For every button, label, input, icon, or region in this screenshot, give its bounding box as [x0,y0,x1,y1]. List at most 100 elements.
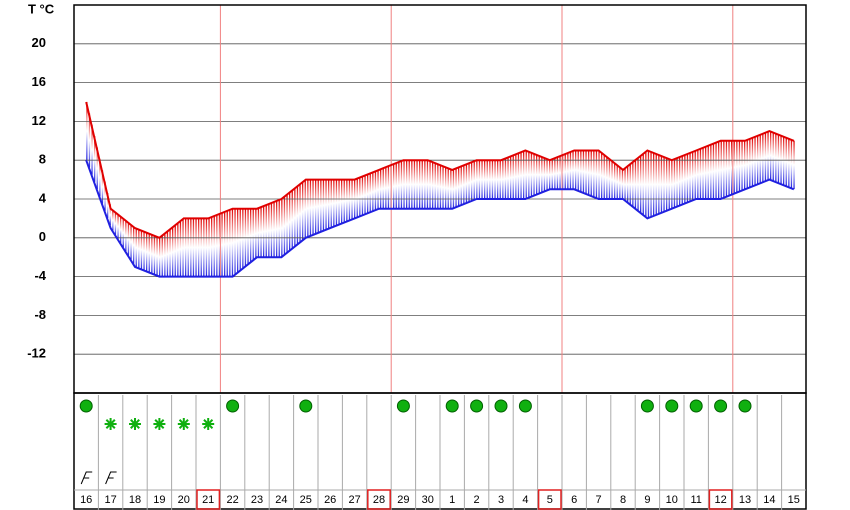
range-hatch [679,157,681,206]
range-hatch [237,208,239,274]
range-hatch [226,211,228,277]
sun-icon [79,399,93,413]
range-hatch [520,152,522,199]
range-hatch [218,214,221,277]
y-tick-label: -12 [27,346,46,361]
range-hatch [653,152,655,217]
x-tick-label: 19 [153,494,165,506]
range-hatch [517,153,520,199]
x-tick-label: 12 [714,494,726,506]
range-hatch [504,158,507,199]
range-hatch [567,153,569,190]
range-hatch [731,140,733,195]
range-hatch [582,150,585,193]
range-hatch [406,160,408,209]
range-hatch [621,168,624,199]
snow-stroke [154,419,165,429]
snow-stroke [203,419,214,429]
range-hatch [637,158,639,211]
range-hatch [585,150,587,194]
range-hatch [364,175,366,215]
y-tick-label: 12 [32,113,46,128]
range-hatch [650,151,652,218]
range-hatch [393,164,395,209]
range-hatch [289,192,291,252]
series-line [85,101,795,239]
snow-icon [104,418,117,430]
range-hatch [523,151,525,199]
range-hatch [528,151,530,198]
range-hatch [439,164,442,209]
range-hatch [104,181,106,211]
range-hatch [632,162,634,207]
range-hatch [117,214,119,239]
range-hatch [530,152,533,197]
x-tick-label: 23 [251,494,263,506]
x-tick-label: 10 [666,494,678,506]
range-hatch [569,152,572,190]
range-hatch [398,162,400,209]
range-hatch [387,166,390,209]
range-hatch [169,229,171,277]
range-hatch [96,147,98,190]
range-hatch [185,218,187,277]
range-hatch [380,169,382,209]
range-hatch [421,160,423,209]
range-hatch [697,150,699,199]
range-hatch [588,150,590,195]
snow-stroke [105,419,116,429]
range-hatch [156,236,158,276]
range-hatch [608,158,611,199]
sun-icon [640,399,654,413]
range-hatch [476,160,478,200]
range-hatch [343,179,345,223]
range-hatch [507,157,509,199]
range-hatch [94,136,96,182]
range-hatch [252,208,254,261]
range-hatch [372,172,374,212]
x-tick-label: 25 [300,494,312,506]
range-hatch [270,203,273,258]
range-hatch [187,218,189,277]
range-hatch [715,142,717,199]
range-hatch [250,208,252,263]
range-hatch [335,179,338,226]
range-hatch [395,163,397,209]
range-hatch [764,132,767,182]
range-hatch [538,155,540,194]
x-tick-label: 2 [474,494,480,506]
range-hatch [320,179,322,233]
range-hatch [452,169,455,209]
x-tick-label: 14 [763,494,775,506]
range-hatch [182,219,184,277]
range-hatch [694,151,696,200]
sun-icon [738,399,752,413]
range-hatch [374,171,377,211]
range-hatch [257,208,260,258]
x-tick-label: 8 [620,494,626,506]
range-hatch [255,208,257,259]
range-hatch [525,150,527,199]
range-hatch [101,170,104,204]
range-hatch [429,160,431,209]
snow-icon [129,418,141,430]
sun-icon [665,399,679,413]
range-hatch [536,154,538,195]
x-tick-label: 21 [202,494,214,506]
range-hatch [692,152,694,201]
range-hatch [788,138,790,188]
range-hatch [554,158,556,190]
range-hatch [754,137,756,186]
x-tick-label: 7 [596,494,602,506]
range-hatch [629,164,631,205]
range-hatch [403,160,405,209]
range-hatch [598,150,600,199]
range-hatch [541,156,543,193]
range-hatch [499,160,501,199]
range-hatch [572,151,574,190]
x-tick-label: 29 [397,494,409,506]
range-hatch [486,160,488,199]
range-hatch [686,154,689,203]
range-hatch [315,179,317,235]
range-hatch [746,140,748,189]
